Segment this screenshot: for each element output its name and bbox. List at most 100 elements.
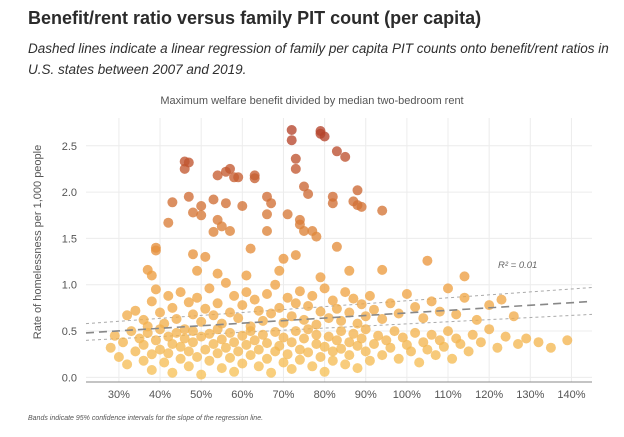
footnote: Bands indicate 95% confidence intervals … bbox=[28, 415, 264, 422]
data-point bbox=[303, 347, 314, 358]
data-point bbox=[426, 329, 437, 340]
data-point bbox=[406, 346, 416, 357]
data-point bbox=[212, 268, 223, 279]
data-point bbox=[492, 342, 503, 353]
data-point bbox=[245, 350, 256, 361]
data-point bbox=[348, 293, 359, 304]
data-point bbox=[385, 342, 396, 353]
data-point bbox=[459, 292, 470, 303]
data-point bbox=[290, 163, 301, 174]
data-point bbox=[229, 337, 240, 348]
data-point bbox=[183, 346, 194, 357]
data-point bbox=[286, 311, 297, 322]
data-point bbox=[294, 286, 305, 297]
data-point bbox=[159, 357, 170, 368]
data-point bbox=[196, 331, 207, 342]
data-point bbox=[122, 310, 133, 321]
data-point bbox=[146, 365, 157, 375]
data-point bbox=[237, 201, 248, 211]
data-point bbox=[327, 346, 338, 357]
y-tick-label: 0.5 bbox=[62, 326, 77, 338]
data-point bbox=[562, 335, 573, 346]
data-point bbox=[331, 146, 342, 157]
data-point bbox=[451, 309, 462, 320]
data-point bbox=[155, 344, 165, 355]
data-point bbox=[274, 265, 285, 276]
y-tick-label: 2.5 bbox=[62, 141, 77, 153]
data-point bbox=[118, 337, 128, 348]
data-point bbox=[212, 348, 223, 359]
data-point bbox=[303, 324, 314, 335]
data-point bbox=[229, 366, 240, 377]
data-point bbox=[393, 353, 404, 364]
y-tick-label: 2.0 bbox=[62, 187, 77, 199]
data-point bbox=[216, 363, 227, 374]
data-point bbox=[175, 341, 186, 352]
data-point bbox=[245, 326, 256, 337]
data-point bbox=[356, 333, 367, 344]
data-point bbox=[315, 306, 326, 317]
data-point bbox=[109, 330, 120, 341]
data-point bbox=[163, 217, 174, 228]
data-point bbox=[167, 302, 178, 313]
data-point bbox=[175, 287, 186, 298]
data-point bbox=[278, 332, 289, 343]
data-point bbox=[336, 343, 347, 354]
data-point bbox=[183, 191, 194, 202]
data-point bbox=[163, 290, 174, 301]
data-point bbox=[196, 369, 207, 380]
data-point bbox=[126, 326, 137, 337]
data-point bbox=[282, 209, 293, 220]
data-point bbox=[352, 340, 363, 351]
data-point bbox=[414, 357, 425, 368]
data-point bbox=[389, 326, 400, 337]
data-point bbox=[188, 309, 198, 320]
data-point bbox=[290, 326, 301, 337]
data-point bbox=[274, 340, 285, 351]
data-point bbox=[294, 344, 305, 355]
data-points bbox=[105, 125, 573, 380]
y-tick-label: 0.0 bbox=[62, 372, 77, 384]
data-point bbox=[274, 302, 285, 313]
data-point bbox=[352, 363, 363, 374]
data-point bbox=[266, 367, 277, 378]
data-point bbox=[138, 339, 149, 350]
data-point bbox=[249, 173, 260, 184]
data-point bbox=[188, 249, 198, 260]
data-point bbox=[323, 313, 334, 324]
data-point bbox=[262, 353, 272, 364]
regression-lines bbox=[85, 300, 593, 334]
data-point bbox=[225, 352, 235, 363]
data-point bbox=[257, 315, 268, 326]
data-point bbox=[253, 344, 264, 355]
data-point bbox=[196, 316, 207, 327]
data-point bbox=[233, 346, 244, 357]
data-point bbox=[278, 357, 289, 368]
data-point bbox=[455, 339, 466, 349]
data-point bbox=[521, 333, 532, 344]
data-point bbox=[307, 290, 318, 301]
data-point bbox=[344, 350, 355, 361]
x-tick-label: 110% bbox=[434, 389, 462, 401]
data-point bbox=[418, 313, 429, 324]
data-point bbox=[397, 332, 408, 343]
data-point bbox=[200, 303, 211, 314]
data-point bbox=[138, 355, 149, 366]
x-tick-label: 130% bbox=[516, 389, 544, 401]
data-point bbox=[122, 359, 133, 370]
data-point bbox=[467, 329, 478, 340]
data-point bbox=[196, 201, 207, 211]
data-point bbox=[204, 355, 215, 366]
data-point bbox=[303, 301, 314, 311]
data-point bbox=[344, 337, 355, 348]
data-point bbox=[282, 349, 293, 360]
data-point bbox=[315, 352, 326, 362]
data-point bbox=[212, 298, 223, 309]
data-point bbox=[171, 327, 182, 338]
data-point bbox=[249, 335, 260, 346]
data-point bbox=[373, 330, 384, 341]
data-point bbox=[286, 364, 297, 374]
data-point bbox=[377, 264, 388, 275]
data-point bbox=[410, 302, 421, 312]
